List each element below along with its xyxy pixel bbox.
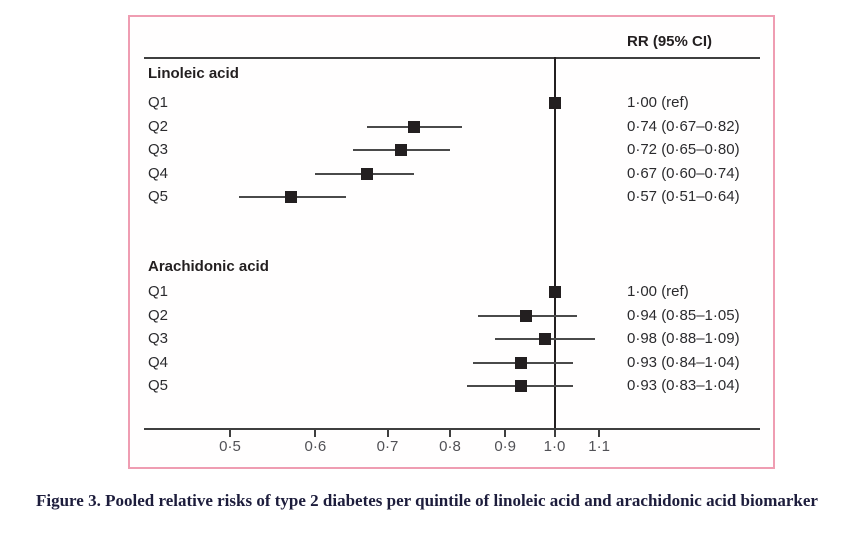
reference-line (554, 57, 556, 430)
figure-caption: Figure 3. Pooled relative risks of type … (36, 491, 818, 510)
x-axis-tick-mark (228, 430, 231, 437)
rr-marker (548, 97, 561, 109)
group-label: Arachidonic acid (148, 258, 269, 275)
row-quintile-label: Q3 (148, 330, 169, 347)
rr-value-label: 0·93 (0·83–1·04) (627, 377, 740, 394)
row-quintile-label: Q4 (148, 164, 169, 182)
rr-value-label: 0·74 (0·67–0·82) (627, 117, 740, 135)
rr-value-label: 1·00 (ref) (627, 94, 689, 111)
x-axis-tick-label: 1·0 (543, 438, 566, 455)
row-quintile-label: Q5 (148, 377, 169, 394)
x-axis-tick-mark (598, 430, 601, 437)
row-quintile-label: Q4 (148, 353, 169, 371)
rr-value-label: 0·57 (0·51–0·64) (627, 188, 740, 205)
row-quintile-label: Q2 (148, 306, 169, 324)
x-axis-tick-mark (449, 430, 452, 437)
row-quintile-label: Q2 (148, 117, 169, 135)
rr-marker (407, 120, 420, 133)
row-quintile-label: Q3 (148, 141, 169, 158)
rr-value-label: 0·93 (0·84–1·04) (627, 353, 740, 371)
row-quintile-label: Q1 (148, 283, 169, 300)
x-axis-tick-label: 0·5 (219, 438, 241, 455)
column-header-rr-ci: RR (95% CI) (627, 33, 713, 50)
x-axis-tick-label: 0·7 (376, 438, 399, 455)
rr-marker (514, 380, 527, 392)
x-axis-tick-label: 0·8 (439, 438, 461, 455)
rr-value-label: 0·94 (0·85–1·05) (627, 306, 740, 324)
x-axis-line (144, 428, 760, 430)
rr-marker (361, 167, 373, 180)
rr-value-label: 0·67 (0·60–0·74) (627, 164, 740, 182)
row-quintile-label: Q1 (148, 94, 169, 111)
rr-marker (539, 333, 552, 345)
x-axis-tick-label: 1·1 (588, 438, 610, 455)
x-axis-tick-mark (553, 430, 556, 437)
x-axis-tick-label: 0·6 (304, 438, 327, 455)
rr-value-label: 0·72 (0·65–0·80) (627, 141, 740, 158)
forest-plot-panel: RR (95% CI) 0·5 0·6 0·7 0·8 0·9 1·0 1·1 Linolei… (128, 15, 775, 469)
rr-value-label: 0·98 (0·88–1·09) (627, 330, 740, 347)
group-label: Linoleic acid (148, 65, 239, 82)
rr-marker (519, 309, 532, 322)
x-axis-tick-mark (386, 430, 389, 437)
rr-marker (394, 144, 407, 156)
rr-marker (285, 191, 298, 203)
x-axis-tick-mark (504, 430, 507, 437)
x-axis-tick-mark (314, 430, 317, 437)
rr-marker (548, 286, 561, 298)
row-quintile-label: Q5 (148, 188, 169, 205)
rr-value-label: 1·00 (ref) (627, 283, 689, 300)
x-axis-tick-label: 0·9 (494, 438, 517, 455)
header-separator-line (144, 57, 760, 59)
rr-marker (514, 356, 527, 369)
